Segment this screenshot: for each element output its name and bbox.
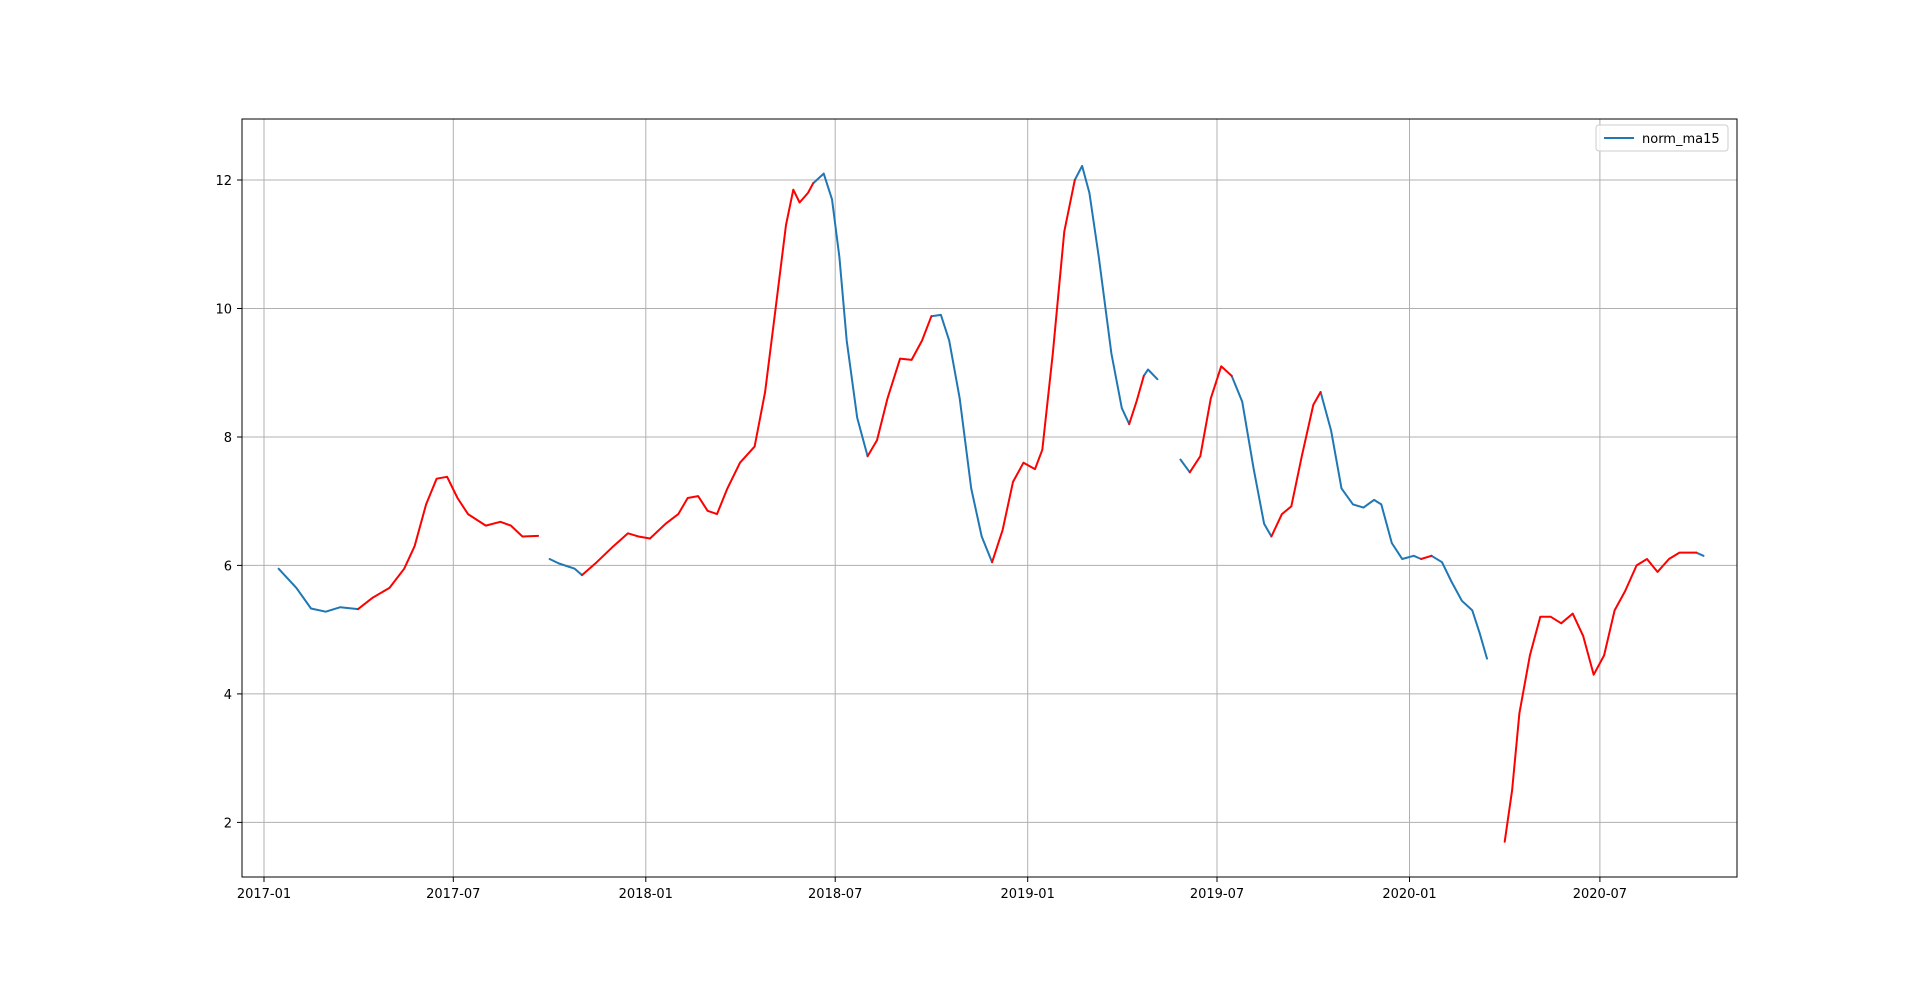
series-norm-ma15-segment	[1142, 368, 1159, 381]
x-tick-label: 2020-07	[1573, 887, 1627, 902]
y-tick-label: 12	[215, 174, 232, 189]
highlight-segment	[1128, 374, 1145, 426]
x-tick-label: 2020-01	[1382, 887, 1436, 902]
highlight-segment	[1503, 551, 1698, 843]
series-norm-ma15-segment	[930, 313, 994, 564]
x-tick-label: 2018-07	[808, 887, 862, 902]
highlight-segment	[991, 179, 1076, 564]
highlight-segment	[866, 315, 933, 458]
x-tick-label: 2017-07	[426, 887, 480, 902]
highlight-segment	[581, 182, 815, 577]
axes-frame	[241, 118, 1738, 878]
series-norm-ma15-segment	[277, 567, 360, 613]
y-tick-label: 4	[224, 688, 232, 703]
series-norm-ma15-segment	[1695, 551, 1705, 557]
series-norm-ma15-segment	[1319, 391, 1423, 560]
highlight-segment	[1270, 391, 1322, 538]
series-norm-ma15-segment	[1179, 458, 1191, 474]
y-tick-label: 8	[224, 431, 232, 446]
x-tick-label: 2019-07	[1190, 887, 1244, 902]
y-tick-label: 2	[224, 816, 232, 831]
x-tick-label: 2017-01	[237, 887, 291, 902]
series-norm-ma15-segment	[548, 558, 583, 577]
legend: norm_ma15	[1595, 124, 1729, 152]
series-norm-ma15-segment	[1230, 374, 1273, 538]
series-norm-ma15-segment	[812, 172, 869, 458]
plot-area	[277, 164, 1705, 843]
grid-lines	[242, 119, 1737, 877]
series-norm-ma15-segment	[1430, 554, 1488, 660]
x-tick-label: 2018-01	[619, 887, 673, 902]
highlight-segment	[1420, 554, 1433, 560]
series-norm-ma15-segment	[1073, 164, 1131, 426]
axis-ticks: 2017-01 2017-07 2018-01 2018-07 2019-01 2019-…	[215, 174, 1627, 902]
x-tick-label: 2019-01	[1001, 887, 1055, 902]
legend-box	[1595, 124, 1729, 152]
y-tick-label: 10	[215, 303, 232, 318]
highlight-segment	[357, 475, 540, 611]
y-tick-label: 6	[224, 559, 232, 574]
legend-label-norm-ma15: norm_ma15	[1642, 132, 1720, 147]
highlight-segment	[1188, 365, 1233, 474]
